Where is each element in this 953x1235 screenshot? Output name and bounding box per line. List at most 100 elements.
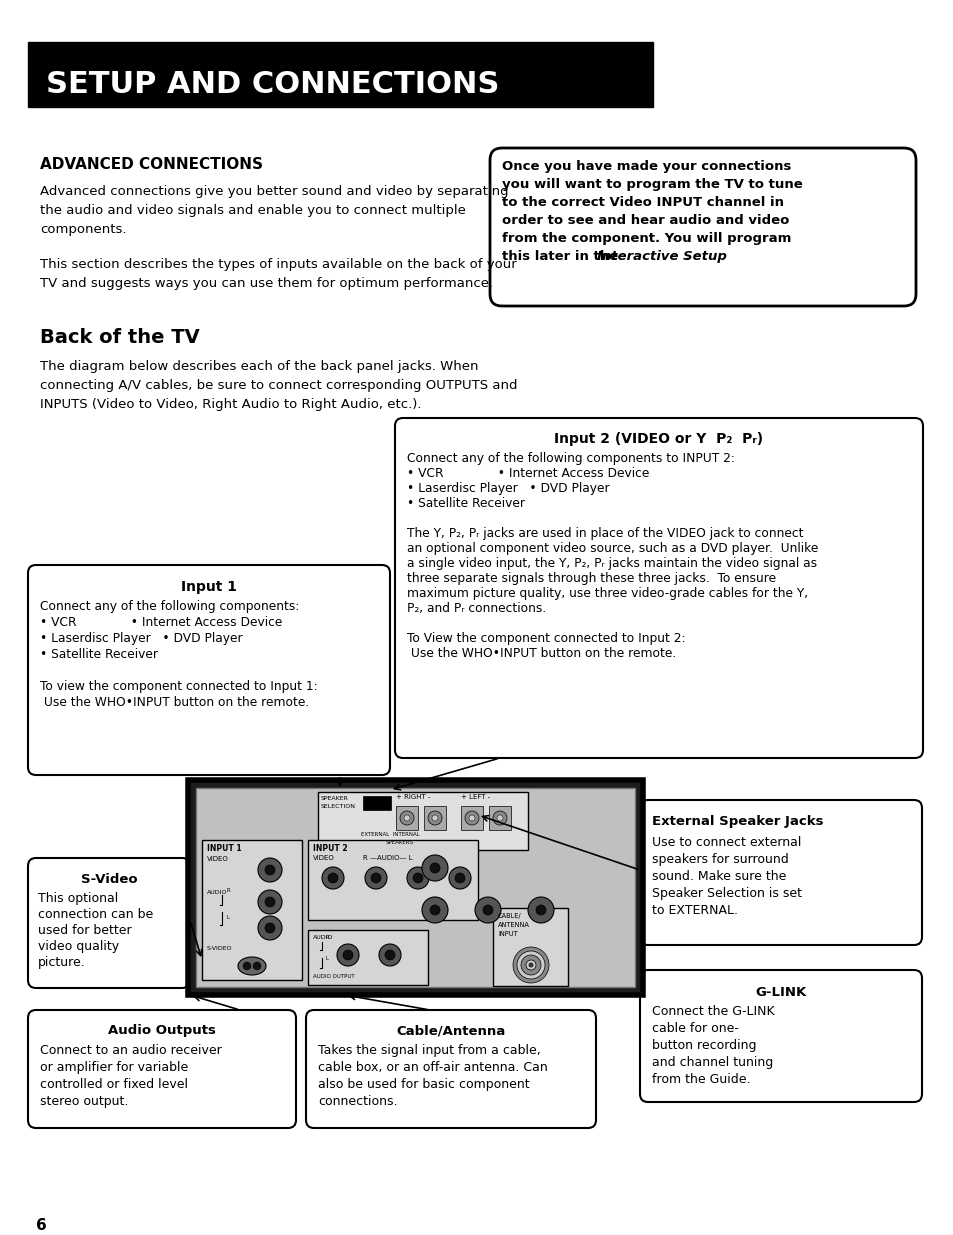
Text: R: R [326,935,330,940]
Bar [423,806,446,830]
Text: S-VIDEO: S-VIDEO [207,946,233,951]
Text: EXTERNAL  INTERNAL: EXTERNAL INTERNAL [360,832,419,837]
Circle shape [529,963,533,967]
Text: R: R [227,888,231,893]
Text: G-LINK: G-LINK [755,986,806,999]
Text: To View the component connected to Input 2:: To View the component connected to Input… [407,632,685,645]
Circle shape [265,923,274,932]
Text: connection can be: connection can be [38,908,153,921]
Text: a single video input, the Y, P₂, Pᵣ jacks maintain the video signal as: a single video input, the Y, P₂, Pᵣ jack… [407,557,817,571]
Bar [489,806,511,830]
Circle shape [421,855,448,881]
FancyBboxPatch shape [28,564,390,776]
Text: SPEAKER: SPEAKER [320,797,349,802]
Text: AUDIO: AUDIO [313,935,334,940]
Text: ADVANCED CONNECTIONS: ADVANCED CONNECTIONS [40,157,263,172]
Text: VIDEO: VIDEO [207,856,229,862]
Circle shape [407,867,429,889]
Text: This section describes the types of inputs available on the back of your
TV and : This section describes the types of inpu… [40,258,517,290]
Ellipse shape [237,957,266,974]
Circle shape [257,890,282,914]
Text: Audio Outputs: Audio Outputs [108,1024,215,1037]
Text: and channel tuning: and channel tuning [651,1056,773,1070]
Text: R —AUDIO— L: R —AUDIO— L [363,855,413,861]
FancyBboxPatch shape [395,417,923,758]
FancyBboxPatch shape [28,1010,295,1128]
Circle shape [475,897,500,923]
Text: + RIGHT -: + RIGHT - [395,794,430,800]
Circle shape [482,905,493,915]
Circle shape [243,962,251,969]
Text: L: L [326,956,329,961]
Text: cable for one-: cable for one- [651,1023,739,1035]
Text: VIDEO: VIDEO [313,855,335,861]
Circle shape [430,863,439,873]
Text: order to see and hear audio and video: order to see and hear audio and video [501,214,788,227]
Circle shape [527,897,554,923]
Text: SELECTION: SELECTION [320,804,355,809]
Circle shape [525,960,536,969]
Bar [188,781,642,995]
Text: Takes the signal input from a cable,: Takes the signal input from a cable, [317,1044,540,1057]
Circle shape [520,955,540,974]
Circle shape [432,815,437,821]
Circle shape [464,811,478,825]
Text: • Laserdisc Player   • DVD Player: • Laserdisc Player • DVD Player [40,632,242,645]
Text: Cable/Antenna: Cable/Antenna [395,1024,505,1037]
Text: Back of the TV: Back of the TV [40,329,199,347]
Text: Use the WHO•INPUT button on the remote.: Use the WHO•INPUT button on the remote. [407,647,676,659]
Circle shape [343,950,353,960]
Text: P₂, and Pᵣ connections.: P₂, and Pᵣ connections. [407,601,546,615]
Text: The Y, P₂, Pᵣ jacks are used in place of the VIDEO jack to connect: The Y, P₂, Pᵣ jacks are used in place of… [407,527,802,540]
Circle shape [265,897,274,906]
Text: picture.: picture. [38,956,86,969]
Bar [28,42,652,107]
FancyBboxPatch shape [28,858,190,988]
Text: three separate signals through these three jacks.  To ensure: three separate signals through these thr… [407,572,776,585]
Text: Connect any of the following components to INPUT 2:: Connect any of the following components … [407,452,734,466]
Text: Advanced connections give you better sound and video by separating
the audio and: Advanced connections give you better sou… [40,185,508,236]
FancyBboxPatch shape [490,148,915,306]
Text: Use the WHO•INPUT button on the remote.: Use the WHO•INPUT button on the remote. [40,697,309,709]
Bar [493,908,567,986]
Circle shape [371,873,380,883]
Circle shape [322,867,344,889]
Circle shape [536,905,545,915]
Text: Speaker Selection is set: Speaker Selection is set [651,887,801,900]
FancyBboxPatch shape [306,1010,596,1128]
Circle shape [385,950,395,960]
Text: • Satellite Receiver: • Satellite Receiver [40,648,158,661]
Text: L: L [227,915,230,920]
Text: Input 1: Input 1 [181,580,236,594]
Text: maximum picture quality, use three video-grade cables for the Y,: maximum picture quality, use three video… [407,587,807,600]
Text: .: . [684,249,689,263]
Circle shape [449,867,471,889]
Circle shape [455,873,464,883]
Text: Once you have made your connections: Once you have made your connections [501,161,791,173]
Bar [202,840,302,981]
Circle shape [403,815,410,821]
Bar [317,792,527,850]
Circle shape [493,811,506,825]
Circle shape [253,962,261,969]
Text: Connect to an audio receiver: Connect to an audio receiver [40,1044,221,1057]
Text: sound. Make sure the: sound. Make sure the [651,869,785,883]
Text: 6: 6 [36,1218,47,1233]
FancyBboxPatch shape [639,800,921,945]
Text: • VCR              • Internet Access Device: • VCR • Internet Access Device [407,467,649,480]
Text: Use to connect external: Use to connect external [651,836,801,848]
Text: from the component. You will program: from the component. You will program [501,232,791,245]
Text: button recording: button recording [651,1039,756,1052]
Text: an optional component video source, such as a DVD player.  Unlike: an optional component video source, such… [407,542,818,555]
Text: S-Video: S-Video [81,873,137,885]
Text: connections.: connections. [317,1095,397,1108]
Text: stereo output.: stereo output. [40,1095,129,1108]
Circle shape [469,815,475,821]
Circle shape [399,811,414,825]
Text: Input 2 (VIDEO or Y  P₂  Pᵣ): Input 2 (VIDEO or Y P₂ Pᵣ) [554,432,762,446]
Circle shape [497,815,502,821]
Text: you will want to program the TV to tune: you will want to program the TV to tune [501,178,801,191]
Text: External Speaker Jacks: External Speaker Jacks [651,815,822,827]
Text: speakers for surround: speakers for surround [651,853,788,866]
Text: AUDIO: AUDIO [207,890,227,895]
